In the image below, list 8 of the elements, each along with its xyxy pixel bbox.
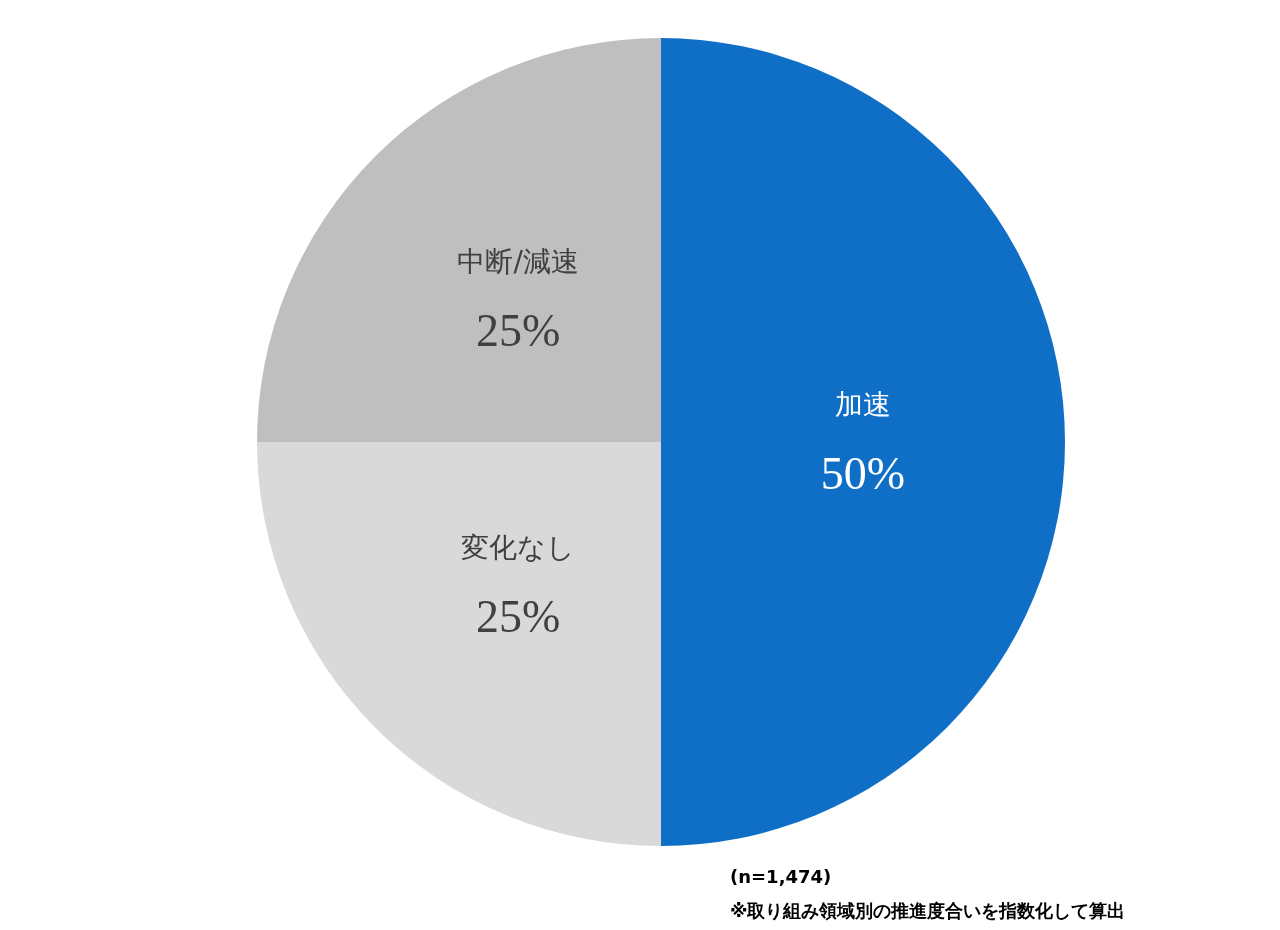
slice-label: 中断/減速 (457, 245, 579, 279)
slice-label: 加速 (835, 388, 891, 422)
text: (n=1,474) (730, 865, 832, 887)
slice-label: 変化なし (461, 531, 576, 565)
text: ※取り組み領域別の推進度合いを指数化して算出 (730, 899, 1126, 921)
data-label: 50% (820, 448, 906, 500)
data-label: 25% (476, 305, 561, 357)
data-label: 25% (476, 590, 561, 642)
